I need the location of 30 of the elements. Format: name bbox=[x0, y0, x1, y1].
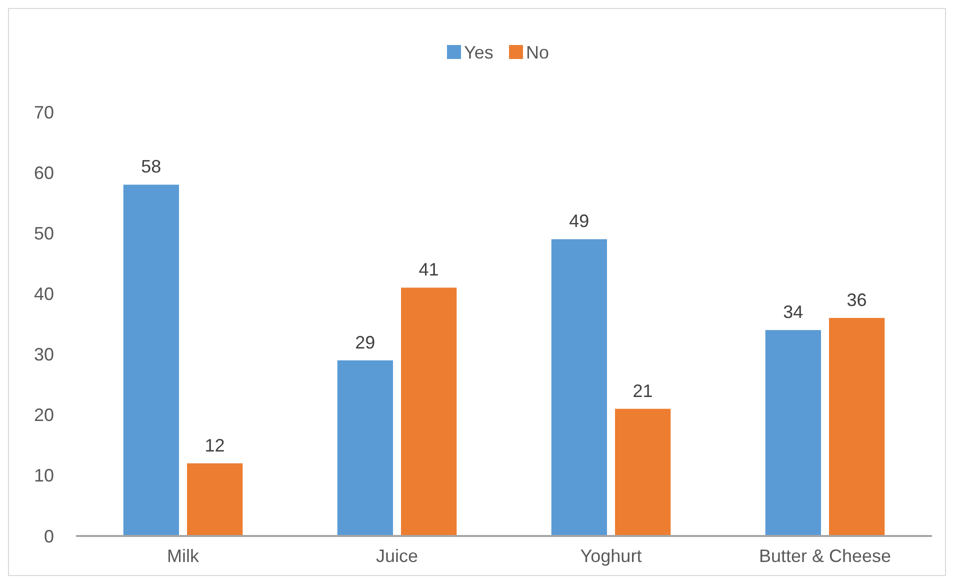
bar bbox=[829, 318, 885, 536]
legend-label: Yes bbox=[464, 42, 494, 62]
data-label: 58 bbox=[141, 156, 162, 177]
x-tick-label: Juice bbox=[376, 546, 418, 566]
x-tick-label: Yoghurt bbox=[580, 546, 642, 566]
data-label: 36 bbox=[846, 290, 867, 310]
y-tick-label: 0 bbox=[44, 526, 54, 546]
data-label: 34 bbox=[783, 302, 804, 322]
bar bbox=[551, 239, 607, 536]
legend-label: No bbox=[526, 42, 550, 62]
data-label: 12 bbox=[204, 435, 225, 456]
x-tick-label: Butter & Cheese bbox=[758, 546, 892, 566]
data-label: 49 bbox=[569, 211, 590, 232]
bar bbox=[337, 360, 393, 536]
y-tick-label: 60 bbox=[34, 162, 54, 183]
bar bbox=[765, 330, 821, 536]
x-tick-label: Milk bbox=[167, 546, 200, 566]
bar bbox=[401, 288, 457, 536]
bar bbox=[615, 408, 671, 536]
data-label: 41 bbox=[418, 260, 439, 280]
y-tick-label: 10 bbox=[34, 466, 54, 486]
y-tick-label: 20 bbox=[34, 405, 54, 426]
data-label: 21 bbox=[632, 380, 653, 401]
y-tick-label: 50 bbox=[34, 223, 54, 244]
bar bbox=[123, 184, 179, 536]
y-tick-label: 30 bbox=[34, 344, 54, 365]
y-tick-label: 40 bbox=[34, 284, 54, 304]
bar bbox=[187, 463, 243, 536]
data-label: 29 bbox=[355, 332, 376, 352]
y-tick-label: 70 bbox=[34, 102, 54, 122]
